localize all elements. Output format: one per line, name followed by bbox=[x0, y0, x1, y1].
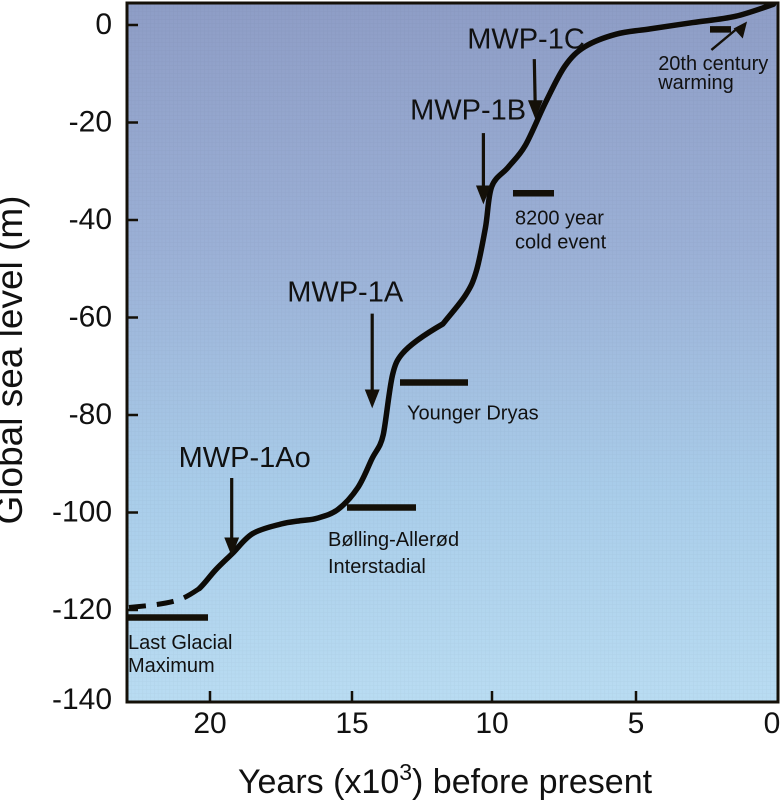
svg-text:15: 15 bbox=[335, 707, 368, 740]
svg-text:MWP-1A: MWP-1A bbox=[287, 277, 404, 309]
svg-text:Bølling-Allerød: Bølling-Allerød bbox=[328, 529, 459, 551]
svg-text:Interstadial: Interstadial bbox=[328, 556, 426, 578]
svg-text:5: 5 bbox=[628, 707, 645, 740]
svg-text:Last Glacial: Last Glacial bbox=[128, 632, 233, 654]
svg-text:MWP-1B: MWP-1B bbox=[410, 94, 526, 126]
svg-text:MWP-1Ao: MWP-1Ao bbox=[179, 442, 311, 474]
svg-text:-140: -140 bbox=[52, 683, 112, 716]
svg-text:-20: -20 bbox=[69, 106, 112, 139]
svg-text:cold event: cold event bbox=[515, 232, 607, 254]
svg-text:-100: -100 bbox=[52, 496, 112, 529]
svg-text:-80: -80 bbox=[69, 398, 112, 431]
svg-text:MWP-1C: MWP-1C bbox=[467, 23, 585, 55]
svg-text:Global sea level (m): Global sea level (m) bbox=[0, 195, 30, 524]
svg-text:-40: -40 bbox=[69, 203, 112, 236]
svg-text:0: 0 bbox=[95, 8, 112, 41]
svg-text:-60: -60 bbox=[69, 301, 112, 334]
svg-text:Maximum: Maximum bbox=[128, 655, 215, 677]
svg-text:Years (x103) before present: Years (x103) before present bbox=[238, 759, 653, 800]
svg-text:warming: warming bbox=[657, 72, 734, 94]
svg-text:Younger Dryas: Younger Dryas bbox=[407, 403, 539, 425]
svg-text:0: 0 bbox=[764, 707, 781, 740]
svg-text:20: 20 bbox=[193, 707, 226, 740]
svg-text:10: 10 bbox=[475, 707, 508, 740]
svg-text:-120: -120 bbox=[52, 593, 112, 626]
svg-text:8200 year: 8200 year bbox=[515, 207, 604, 229]
